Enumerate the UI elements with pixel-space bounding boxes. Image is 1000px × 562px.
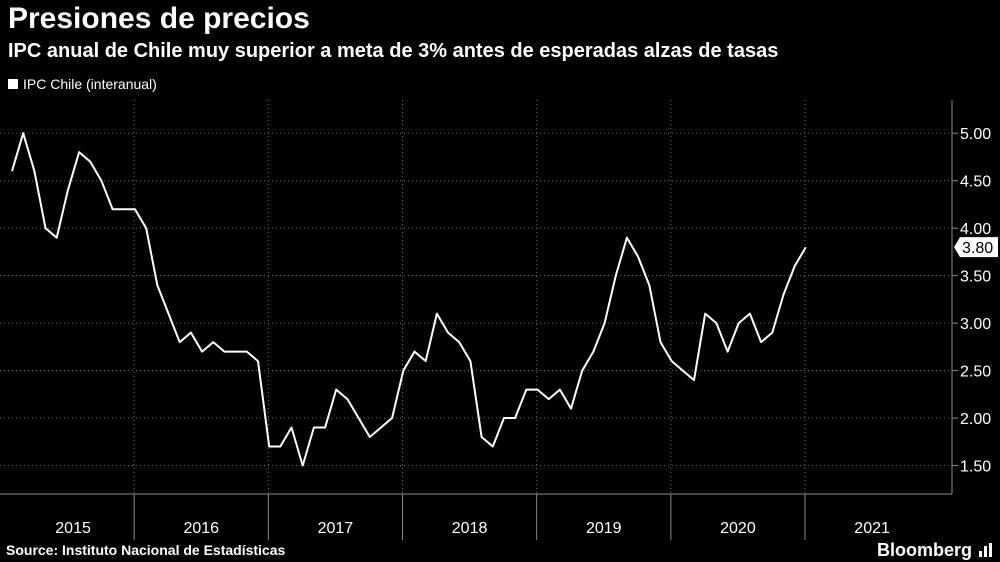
y-tick-label: 2.50 [960,364,991,381]
x-tick-label: 2018 [452,520,488,537]
x-tick-label: 2019 [586,520,622,537]
y-tick-label: 3.50 [960,269,991,286]
y-tick-label: 1.50 [960,459,991,476]
legend-swatch [8,79,18,89]
chart-subtitle: IPC anual de Chile muy superior a meta d… [8,40,779,62]
y-tick-label: 4.00 [960,221,991,238]
y-tick-label: 4.50 [960,174,991,191]
x-tick-label: 2020 [720,520,756,537]
y-tick-label: 2.00 [960,411,991,428]
y-tick-label: 3.00 [960,316,991,333]
x-tick-label: 2017 [318,520,354,537]
x-tick-label: 2016 [183,520,219,537]
series-line [11,132,807,467]
legend-label: IPC Chile (interanual) [23,76,157,92]
last-value-label: 3.80 [962,240,993,257]
chart-title: Presiones de precios [8,2,310,35]
brand-logo: Bloomberg [876,540,972,560]
x-tick-label: 2015 [55,520,91,537]
bar-chart-icon [979,543,992,557]
x-tick-label: 2021 [854,520,890,537]
y-tick-label: 5.00 [960,126,991,143]
source-note: Source: Instituto Nacional de Estadístic… [6,542,286,558]
last-value-badge [954,237,998,258]
legend: IPC Chile (interanual) [8,76,157,92]
